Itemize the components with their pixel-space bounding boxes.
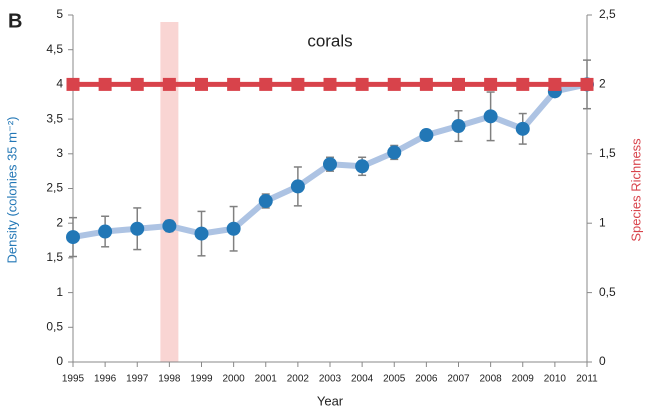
- y2-tick-label: 1: [599, 215, 606, 229]
- y-tick-label: 1: [56, 285, 63, 299]
- marker: [130, 221, 145, 236]
- marker: [452, 77, 465, 91]
- y2-tick-label: 1,5: [599, 146, 616, 160]
- y2-tick-label: 2: [599, 77, 606, 91]
- marker: [419, 128, 434, 143]
- marker: [291, 77, 305, 91]
- x-tick-label: 1999: [190, 374, 213, 385]
- x-tick-label: 2009: [512, 374, 535, 385]
- x-tick-label: 1995: [62, 374, 85, 385]
- y-tick-label: 2,5: [46, 181, 63, 195]
- y2-tick-label: 0: [599, 354, 606, 368]
- x-tick-label: 2002: [287, 374, 310, 385]
- marker: [355, 159, 370, 174]
- x-tick-label: 1998: [158, 374, 181, 385]
- marker: [451, 119, 466, 134]
- marker: [258, 193, 273, 208]
- y-axis-label: Density (colonies 35 m⁻²): [4, 116, 19, 263]
- marker: [387, 77, 401, 91]
- y-tick-label: 4: [56, 77, 63, 91]
- y-tick-label: 2: [56, 215, 63, 229]
- marker: [387, 145, 402, 160]
- y-tick-label: 3: [56, 146, 63, 160]
- marker: [484, 77, 498, 91]
- marker: [290, 179, 305, 194]
- x-tick-label: 2000: [223, 374, 246, 385]
- x-tick-label: 1996: [94, 374, 117, 385]
- y2-tick-label: 2,5: [599, 7, 616, 21]
- marker: [162, 218, 177, 233]
- x-tick-label: 2005: [383, 374, 406, 385]
- marker: [259, 77, 273, 91]
- marker: [355, 77, 369, 91]
- marker: [419, 77, 433, 91]
- marker: [226, 221, 241, 236]
- marker: [195, 77, 208, 91]
- marker: [483, 109, 498, 124]
- x-tick-label: 2008: [480, 374, 503, 385]
- panel-label: B: [8, 10, 22, 32]
- y-tick-label: 5: [56, 7, 63, 21]
- x-tick-label: 2006: [415, 374, 438, 385]
- marker: [98, 224, 113, 239]
- marker: [194, 226, 209, 241]
- marker: [130, 77, 144, 91]
- marker: [323, 77, 337, 91]
- marker: [548, 77, 562, 91]
- marker: [98, 77, 112, 91]
- y-tick-label: 3,5: [46, 111, 63, 125]
- y-tick-label: 4,5: [46, 42, 63, 56]
- x-tick-label: 2001: [255, 374, 278, 385]
- y2-tick-label: 0,5: [599, 285, 616, 299]
- y-tick-label: 1,5: [46, 250, 63, 264]
- y-tick-label: 0: [56, 354, 63, 368]
- marker: [227, 77, 241, 91]
- highlight-band: [160, 22, 179, 362]
- x-axis-label: Year: [317, 393, 344, 408]
- x-tick-label: 2007: [447, 374, 470, 385]
- marker: [66, 77, 80, 91]
- marker: [66, 230, 80, 245]
- x-tick-label: 1997: [126, 374, 149, 385]
- x-tick-label: 2004: [351, 374, 374, 385]
- marker: [162, 77, 176, 91]
- x-tick-label: 2011: [576, 374, 598, 385]
- annotation: corals: [307, 31, 352, 50]
- x-tick-label: 2010: [544, 374, 567, 385]
- x-tick-label: 2003: [319, 374, 342, 385]
- y2-axis-label: Species Richness: [628, 138, 643, 242]
- marker: [323, 157, 337, 172]
- y-tick-label: 0,5: [46, 319, 63, 333]
- marker: [515, 121, 530, 136]
- marker: [516, 77, 530, 91]
- marker: [580, 77, 594, 91]
